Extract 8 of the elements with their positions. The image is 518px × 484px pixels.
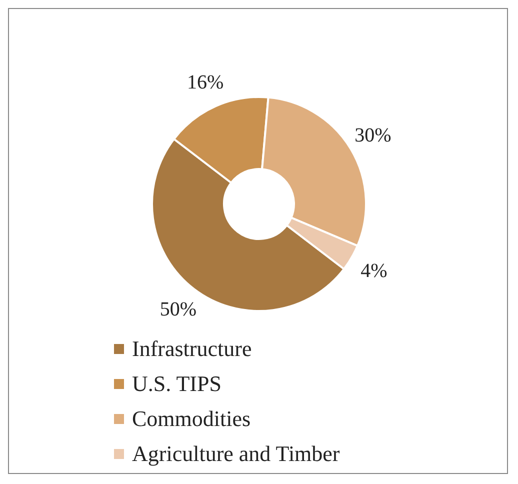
legend-label: Commodities bbox=[132, 406, 251, 432]
data-label: 30% bbox=[354, 124, 392, 146]
legend-label: Infrastructure bbox=[132, 336, 252, 362]
data-label: 16% bbox=[186, 71, 224, 94]
data-label: 4% bbox=[360, 260, 388, 282]
data-label: 50% bbox=[160, 298, 197, 321]
legend-label: Agriculture and Timber bbox=[132, 440, 340, 466]
legend-label: U.S. TIPS bbox=[132, 370, 222, 396]
